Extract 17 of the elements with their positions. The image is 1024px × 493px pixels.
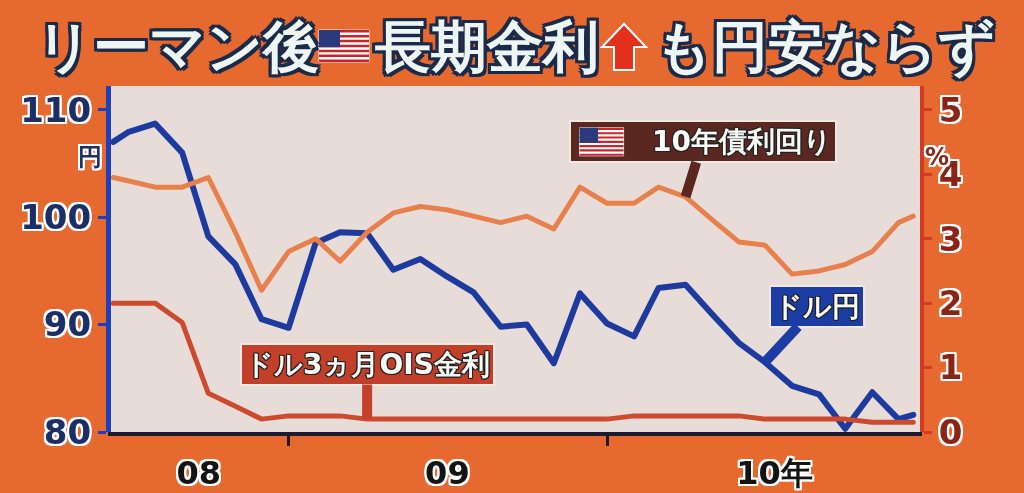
- y2-tick-label: 2: [938, 283, 963, 324]
- x-tick-label: 09: [425, 454, 470, 493]
- y2-tick-label: 0: [938, 411, 963, 452]
- y2-tick-label: 1: [938, 347, 963, 388]
- y2-tick-label: 3: [938, 218, 963, 259]
- x-tick-label: 10年: [736, 454, 813, 493]
- chart-title: リーマン後 長期金利 も円安ならず: [36, 13, 995, 79]
- series-label: ドル円: [774, 290, 860, 323]
- y-axis-title: 円: [78, 143, 102, 171]
- y-tick-label: 90: [43, 304, 92, 345]
- y-tick-label: 80: [43, 411, 92, 452]
- y2-tick-label: 5: [938, 89, 963, 130]
- series-label: ドル3ヵ月OIS金利: [245, 348, 490, 381]
- y-tick-label: 100: [20, 196, 92, 237]
- y-tick-label: 110: [20, 89, 92, 130]
- x-tick-label: 08: [176, 454, 222, 493]
- series-label: 10年債利回り: [652, 125, 832, 158]
